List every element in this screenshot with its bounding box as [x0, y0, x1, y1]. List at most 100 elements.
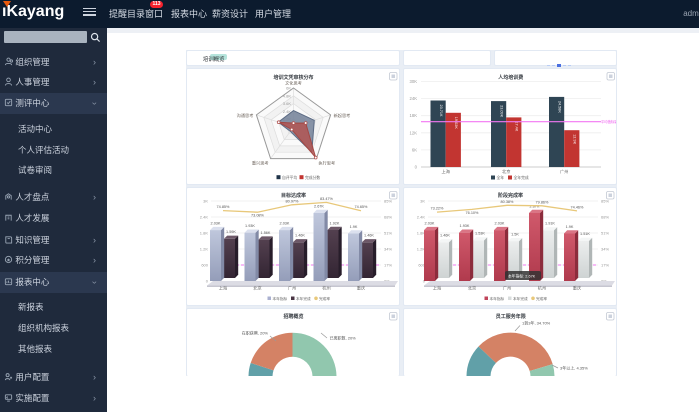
svg-text:2.03K: 2.03K	[495, 221, 505, 225]
svg-text:平均值标量: 平均值标量	[601, 119, 617, 124]
svg-text:执行思考: 执行思考	[318, 160, 335, 167]
svg-text:1.9K: 1.9K	[350, 225, 358, 229]
svg-text:全年: 全年	[497, 175, 505, 180]
svg-text:完成率: 完成率	[319, 296, 330, 301]
svg-text:1.2K: 1.2K	[417, 247, 426, 252]
svg-text:3K: 3K	[420, 199, 425, 204]
svg-text:19.02K: 19.02K	[454, 117, 458, 130]
svg-text:17.4K: 17.4K	[515, 121, 519, 131]
svg-text:68%: 68%	[384, 215, 392, 220]
svg-text:68%: 68%	[601, 215, 609, 220]
svg-text:600: 600	[201, 263, 208, 268]
svg-text:74.85%: 74.85%	[217, 205, 231, 209]
svg-text:85%: 85%	[601, 199, 609, 204]
svg-text:人均培训费: 人均培训费	[497, 74, 523, 81]
svg-text:24.58K: 24.58K	[557, 101, 561, 114]
svg-text:2.4K: 2.4K	[200, 215, 209, 220]
svg-text:1.93K: 1.93K	[245, 224, 255, 228]
svg-text:34%: 34%	[601, 247, 609, 252]
svg-text:17%: 17%	[384, 263, 392, 268]
svg-text:6K: 6K	[412, 147, 417, 152]
svg-text:3K: 3K	[203, 199, 208, 204]
svg-text:30K: 30K	[410, 79, 418, 84]
svg-text:目标达成率: 目标达成率	[281, 192, 306, 199]
svg-text:2.03K: 2.03K	[425, 221, 435, 225]
svg-text:79.86%: 79.86%	[536, 200, 550, 204]
svg-text:1.5K: 1.5K	[511, 233, 519, 237]
svg-text:北京: 北京	[502, 168, 510, 175]
svg-text:广州: 广州	[560, 168, 568, 175]
svg-text:73.08%: 73.08%	[251, 214, 265, 218]
svg-text:18K: 18K	[410, 113, 418, 118]
svg-text:2.03K: 2.03K	[211, 221, 221, 225]
svg-text:24K: 24K	[410, 96, 418, 101]
svg-text:2.4K: 2.4K	[417, 215, 426, 220]
svg-text:本年指标: 本年指标	[490, 296, 505, 301]
svg-text:0: 0	[423, 279, 426, 284]
svg-text:34%: 34%	[384, 247, 392, 252]
svg-text:自评平均: 自评平均	[282, 175, 297, 180]
svg-text:培训文凭审核分布: 培训文凭审核分布	[273, 74, 313, 81]
svg-text:广州: 广州	[503, 285, 511, 292]
svg-text:本年完成: 本年完成	[513, 296, 528, 301]
svg-text:600: 600	[418, 263, 425, 268]
svg-text:本年指标: 本年指标	[273, 296, 288, 301]
svg-text:74.46%: 74.46%	[571, 205, 585, 209]
svg-text:1.93K: 1.93K	[460, 224, 470, 228]
svg-text:0: 0	[206, 279, 209, 284]
svg-text:76.10%: 76.10%	[466, 211, 480, 215]
svg-text:1.51K: 1.51K	[580, 232, 590, 236]
svg-text:23.71K: 23.71K	[439, 105, 443, 118]
svg-text:1.91K: 1.91K	[545, 222, 555, 226]
svg-text:1到3年, 34.70%: 1到3年, 34.70%	[522, 320, 551, 326]
svg-text:12K: 12K	[410, 130, 418, 135]
svg-text:阶段完成率: 阶段完成率	[498, 192, 523, 199]
svg-text:沟通思考: 沟通思考	[237, 112, 254, 119]
svg-text:1.46K: 1.46K	[364, 234, 374, 238]
svg-text:1.8K: 1.8K	[417, 231, 426, 236]
svg-text:1.46K: 1.46K	[295, 234, 305, 238]
svg-text:完成分数: 完成分数	[305, 175, 320, 180]
svg-text:51%: 51%	[384, 231, 392, 236]
svg-text:85%: 85%	[384, 199, 392, 204]
svg-text:1.9K: 1.9K	[566, 225, 574, 229]
svg-text:北京: 北京	[253, 285, 261, 292]
svg-text:广州: 广州	[288, 285, 296, 292]
svg-text:1.46K: 1.46K	[440, 234, 450, 238]
svg-text:3.6K: 3.6K	[283, 101, 292, 106]
svg-text:北京: 北京	[468, 285, 476, 292]
svg-text:6K: 6K	[286, 86, 291, 91]
svg-text:73.22%: 73.22%	[431, 207, 445, 211]
svg-text:17%: 17%	[601, 263, 609, 268]
svg-text:1.56K: 1.56K	[261, 231, 271, 235]
svg-text:80.97%: 80.97%	[286, 199, 300, 203]
svg-text:3年以上, 4.35%: 3年以上, 4.35%	[560, 365, 588, 371]
svg-text:重兴思考: 重兴思考	[252, 160, 269, 167]
svg-text:本年指标: 2.67K: 本年指标: 2.67K	[508, 273, 536, 278]
svg-text:在职获聘, 20%: 在职获聘, 20%	[242, 330, 269, 336]
svg-text:4.8K: 4.8K	[283, 93, 292, 98]
svg-text:招聘概览: 招聘概览	[282, 313, 303, 320]
svg-text:74.65%: 74.65%	[355, 205, 369, 209]
svg-text:文化思考: 文化思考	[285, 80, 302, 87]
svg-text:51%: 51%	[601, 231, 609, 236]
svg-text:1.59K: 1.59K	[226, 230, 236, 234]
svg-text:上海: 上海	[219, 285, 228, 292]
svg-text:上海: 上海	[442, 168, 451, 175]
svg-text:上海: 上海	[433, 285, 442, 292]
svg-text:1.92K: 1.92K	[330, 221, 340, 225]
svg-text:重庆: 重庆	[573, 285, 582, 292]
svg-text:1.53K: 1.53K	[475, 232, 485, 236]
svg-text:12.9K: 12.9K	[573, 134, 577, 144]
svg-text:1.2K: 1.2K	[200, 247, 209, 252]
svg-text:重庆: 重庆	[357, 285, 366, 292]
svg-text:完成率: 完成率	[536, 296, 547, 301]
svg-text:0: 0	[415, 165, 418, 170]
svg-text:2.03K: 2.03K	[280, 221, 290, 225]
svg-text:2.67K: 2.67K	[314, 204, 324, 208]
svg-text:1.8K: 1.8K	[200, 231, 209, 236]
svg-text:83.47%: 83.47%	[320, 197, 334, 201]
svg-text:全年完成: 全年完成	[514, 175, 529, 180]
svg-text:杭州: 杭州	[322, 285, 330, 292]
svg-text:本年完成: 本年完成	[296, 296, 311, 301]
